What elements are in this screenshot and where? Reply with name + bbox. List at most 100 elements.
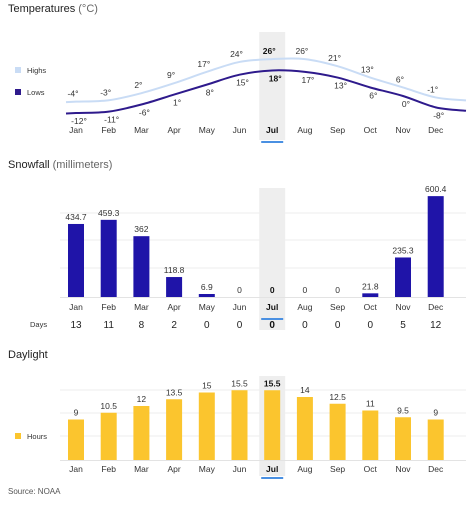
snowfall-chart: 434.7 459.3 362 118.8 6.9 0 0 0 0 21.8 235.3 600.4 J… <box>60 184 466 331</box>
temp-tick-apr: Apr <box>167 125 180 135</box>
snowfall-value-jul: 0 <box>270 285 275 295</box>
daylight-bar-nov <box>395 417 411 460</box>
legend-lows-swatch <box>15 89 21 95</box>
snowfall-bar-apr <box>166 277 183 297</box>
snowfall-days-sep: 0 <box>335 320 341 331</box>
snowfall-value-jun: 0 <box>237 285 242 295</box>
snowfall-days-may: 0 <box>204 320 210 331</box>
temp-label-lows-sep: 13° <box>334 81 347 91</box>
temp-tick-jul: Jul <box>266 125 278 135</box>
snowfall-tick-sep: Sep <box>330 302 345 312</box>
daylight-value-apr: 13.5 <box>166 387 183 397</box>
snowfall-title: Snowfall (millimeters) <box>8 159 112 171</box>
highlight-month-band <box>259 32 286 479</box>
snowfall-days-dec: 12 <box>430 320 442 331</box>
source-note: Source: NOAA <box>8 487 61 496</box>
daylight-value-jun: 15.5 <box>231 378 248 388</box>
temp-label-highs-oct: 13° <box>361 65 374 75</box>
snowfall-tick-oct: Oct <box>364 302 378 312</box>
daylight-value-aug: 14 <box>300 385 310 395</box>
highlight-band-snowfall <box>259 188 286 330</box>
daylight-value-nov: 9.5 <box>397 405 409 415</box>
highlight-marker-2 <box>261 477 284 479</box>
legend-highs-label: Highs <box>27 66 46 75</box>
temp-label-lows-nov: 0° <box>402 99 410 109</box>
daylight-chart: 9 10.5 12 13.5 15 15.5 15.5 14 12.5 11 9.5 9 Jan Feb M… <box>60 378 466 474</box>
snowfall-tick-mar: Mar <box>134 302 149 312</box>
temp-label-highs-sep: 21° <box>328 53 341 63</box>
snowfall-bar-oct <box>362 293 379 297</box>
daylight-tick-oct: Oct <box>364 464 378 474</box>
daylight-tick-jun: Jun <box>233 464 247 474</box>
temp-label-lows-apr: 1° <box>173 98 181 108</box>
snowfall-days-jan: 13 <box>70 320 82 331</box>
daylight-value-jul: 15.5 <box>264 378 281 388</box>
legend-hours-label: Hours <box>27 432 47 441</box>
temperatures-legend: Highs Lows <box>15 66 46 97</box>
daylight-tick-apr: Apr <box>167 464 180 474</box>
snowfall-tick-aug: Aug <box>297 302 312 312</box>
snowfall-bar-feb <box>100 219 117 297</box>
snowfall-value-sep: 0 <box>335 285 340 295</box>
temp-label-highs-nov: 6° <box>396 74 404 84</box>
daylight-value-mar: 12 <box>137 394 147 404</box>
daylight-bar-oct <box>362 410 379 460</box>
snowfall-value-feb: 459.3 <box>98 208 120 218</box>
daylight-bar-jul <box>264 390 281 460</box>
snowfall-tick-feb: Feb <box>101 302 116 312</box>
temp-label-highs-aug: 26° <box>295 46 308 56</box>
temp-series-line-highs <box>65 57 467 104</box>
snowfall-value-mar: 362 <box>134 224 148 234</box>
temp-label-lows-aug: 17° <box>301 75 314 85</box>
temp-label-lows-dec: -8° <box>433 110 444 120</box>
temp-tick-may: May <box>199 125 216 135</box>
highlight-band-temperatures <box>259 32 286 140</box>
daylight-tick-dec: Dec <box>428 464 444 474</box>
temp-label-highs-jun: 24° <box>230 49 243 59</box>
temp-label-lows-may: 8° <box>206 88 214 98</box>
daylight-bar-sep <box>329 403 346 460</box>
daylight-tick-feb: Feb <box>101 464 116 474</box>
temp-label-highs-dec: -1° <box>427 84 438 94</box>
snowfall-value-aug: 0 <box>303 285 308 295</box>
daylight-bar-aug <box>296 397 313 460</box>
snowfall-tick-apr: Apr <box>167 302 180 312</box>
temp-tick-nov: Nov <box>395 125 411 135</box>
temp-tick-mar: Mar <box>134 125 149 135</box>
temp-label-highs-jan: -4° <box>68 89 79 99</box>
temp-label-lows-mar: -6° <box>139 108 150 118</box>
daylight-value-dec: 9 <box>433 408 438 418</box>
snowfall-value-dec: 600.4 <box>425 184 447 194</box>
temp-label-lows-jun: 15° <box>236 78 249 88</box>
temp-series-line-lows <box>65 69 467 115</box>
snowfall-bar-may <box>198 294 215 297</box>
temp-tick-aug: Aug <box>297 125 312 135</box>
daylight-bar-feb <box>100 412 117 460</box>
days-label: Days <box>30 320 47 329</box>
temp-label-lows-jul: 18° <box>269 73 282 83</box>
temp-label-highs-feb: -3° <box>100 87 111 97</box>
temp-tick-jan: Jan <box>69 125 83 135</box>
daylight-bar-jan <box>68 419 84 460</box>
daylight-value-may: 15 <box>202 381 212 391</box>
daylight-legend: Hours <box>15 432 47 441</box>
snowfall-value-jan: 434.7 <box>65 212 87 222</box>
snowfall-tick-nov: Nov <box>395 302 411 312</box>
temp-tick-sep: Sep <box>330 125 345 135</box>
temp-label-highs-may: 17° <box>197 59 210 69</box>
snowfall-value-oct: 21.8 <box>362 281 379 291</box>
snowfall-days-jun: 0 <box>237 320 243 331</box>
snowfall-days-nov: 5 <box>400 320 406 331</box>
daylight-value-feb: 10.5 <box>100 401 117 411</box>
snowfall-tick-jan: Jan <box>69 302 83 312</box>
snowfall-value-may: 6.9 <box>201 282 213 292</box>
daylight-value-jan: 9 <box>74 408 79 418</box>
daylight-tick-jan: Jan <box>69 464 83 474</box>
temp-label-lows-jan: -12° <box>71 116 87 126</box>
daylight-tick-mar: Mar <box>134 464 149 474</box>
snowfall-bar-jan <box>68 223 84 297</box>
temp-tick-dec: Dec <box>428 125 444 135</box>
temp-label-highs-jul: 26° <box>263 46 276 56</box>
snowfall-bar-mar <box>133 236 150 297</box>
